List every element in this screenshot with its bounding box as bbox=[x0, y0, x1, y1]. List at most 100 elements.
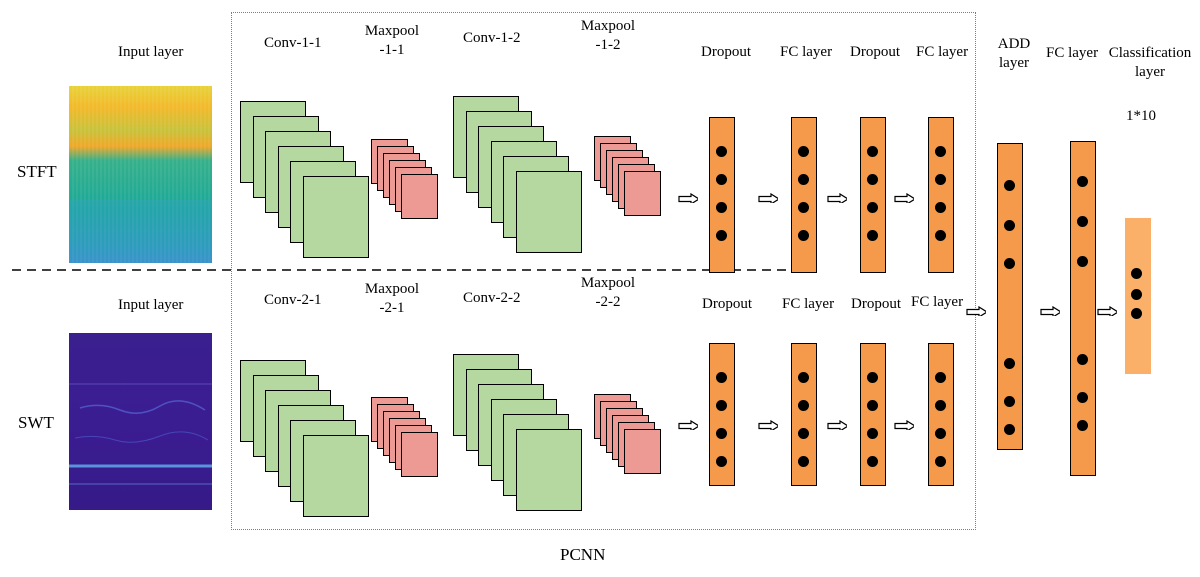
fc-4-column-neuron-3 bbox=[935, 428, 946, 439]
classification-column-neuron-3 bbox=[1131, 308, 1142, 319]
dropout-3-label: Dropout bbox=[702, 296, 752, 312]
dropout-3-column-neuron-3 bbox=[716, 428, 727, 439]
fc-merge-column-neuron-6 bbox=[1077, 420, 1088, 431]
dropout-1-column-neuron-2 bbox=[716, 174, 727, 185]
arrow-to-dropout-2 bbox=[827, 193, 847, 203]
maxpool-2-2-label: Maxpool -2-2 bbox=[580, 275, 636, 310]
dropout-1-column-neuron-1 bbox=[716, 146, 727, 157]
maxpool-2-1-label: Maxpool -2-1 bbox=[364, 281, 420, 316]
dropout-3-column bbox=[709, 343, 735, 486]
dropout-2-column-neuron-4 bbox=[867, 230, 878, 241]
add-layer-column-neuron-4 bbox=[1004, 358, 1015, 369]
dropout-3-column-neuron-1 bbox=[716, 372, 727, 383]
fc-3-column bbox=[791, 343, 817, 486]
fc-4-column-neuron-4 bbox=[935, 456, 946, 467]
fc-merge-column-neuron-4 bbox=[1077, 354, 1088, 365]
fc-4-column-neuron-2 bbox=[935, 400, 946, 411]
fc-2-column-neuron-2 bbox=[935, 174, 946, 185]
add-layer-column-neuron-1 bbox=[1004, 180, 1015, 191]
dropout-4-column-neuron-1 bbox=[867, 372, 878, 383]
dropout-2-column-neuron-3 bbox=[867, 202, 878, 213]
fc-2-label: FC layer bbox=[916, 44, 969, 60]
arrow-to-dropout-3 bbox=[678, 420, 698, 430]
fc-1-column-neuron-2 bbox=[798, 174, 809, 185]
conv-1-2-map-6 bbox=[515, 171, 582, 253]
fc-4-column bbox=[928, 343, 954, 486]
fc-2-column-neuron-4 bbox=[935, 230, 946, 241]
arrow-to-classification bbox=[1097, 306, 1117, 316]
maxpool-1-1-label: Maxpool -1-1 bbox=[364, 23, 420, 58]
add-layer-column-neuron-5 bbox=[1004, 396, 1015, 407]
fc-1-column-neuron-1 bbox=[798, 146, 809, 157]
fc-3-column-neuron-3 bbox=[798, 428, 809, 439]
arrow-to-fc-3 bbox=[758, 420, 778, 430]
output-size-label: 1*10 bbox=[1126, 108, 1156, 124]
maxpool-2-2-map-6 bbox=[624, 429, 661, 474]
swt-scalogram bbox=[69, 333, 212, 510]
dropout-4-column-neuron-3 bbox=[867, 428, 878, 439]
dropout-1-column-neuron-4 bbox=[716, 230, 727, 241]
dropout-3-column-neuron-4 bbox=[716, 456, 727, 467]
classification-column-neuron-1 bbox=[1131, 268, 1142, 279]
pcnn-label: PCNN bbox=[560, 545, 606, 564]
fc-3-label: FC layer bbox=[782, 296, 835, 312]
maxpool-1-2-label: Maxpool -1-2 bbox=[580, 18, 636, 53]
maxpool-1-2-map-6 bbox=[624, 171, 661, 216]
fc-1-label: FC layer bbox=[780, 44, 833, 60]
fc-1-column-neuron-4 bbox=[798, 230, 809, 241]
stft-side-label: STFT bbox=[17, 162, 57, 181]
add-layer-label: ADD layer bbox=[997, 36, 1031, 71]
fc-3-column-neuron-2 bbox=[798, 400, 809, 411]
conv-2-1-label: Conv-2-1 bbox=[264, 292, 322, 308]
fc-1-column-neuron-3 bbox=[798, 202, 809, 213]
dropout-4-column-neuron-2 bbox=[867, 400, 878, 411]
dropout-4-label: Dropout bbox=[851, 296, 901, 312]
conv-1-1-label: Conv-1-1 bbox=[264, 35, 322, 51]
arrow-to-fc-2 bbox=[894, 193, 914, 203]
add-layer-column-neuron-2 bbox=[1004, 220, 1015, 231]
classification-column-neuron-2 bbox=[1131, 289, 1142, 300]
dropout-4-column-neuron-4 bbox=[867, 456, 878, 467]
dropout-2-label: Dropout bbox=[850, 44, 900, 60]
arrow-to-dropout-1 bbox=[678, 193, 698, 203]
dropout-1-label: Dropout bbox=[701, 44, 751, 60]
fc-2-column-neuron-3 bbox=[935, 202, 946, 213]
arrow-to-fc-1 bbox=[758, 193, 778, 203]
fc-merge-column-neuron-1 bbox=[1077, 176, 1088, 187]
fc-merge-column-neuron-3 bbox=[1077, 256, 1088, 267]
dropout-2-column-neuron-1 bbox=[867, 146, 878, 157]
fc-1-column bbox=[791, 117, 817, 273]
stft-input-label: Input layer bbox=[118, 44, 184, 60]
fc-merge-column-neuron-2 bbox=[1077, 216, 1088, 227]
swt-side-label: SWT bbox=[18, 413, 54, 432]
fc-2-column bbox=[928, 117, 954, 273]
conv-2-2-map-6 bbox=[515, 429, 582, 511]
dropout-2-column-neuron-2 bbox=[867, 174, 878, 185]
swt-input-label: Input layer bbox=[118, 297, 184, 313]
fc-merge-column bbox=[1070, 141, 1096, 476]
arrow-to-dropout-4 bbox=[827, 420, 847, 430]
maxpool-1-1-map-6 bbox=[401, 174, 438, 219]
conv-2-1-map-6 bbox=[302, 435, 369, 517]
arrow-to-add-layer bbox=[966, 306, 986, 316]
fc-merge-column-neuron-5 bbox=[1077, 392, 1088, 403]
arrow-to-fc-4 bbox=[894, 420, 914, 430]
maxpool-2-1-map-6 bbox=[401, 432, 438, 477]
dropout-2-column bbox=[860, 117, 886, 273]
classification-column bbox=[1125, 218, 1151, 374]
conv-2-2-label: Conv-2-2 bbox=[463, 290, 521, 306]
conv-1-1-map-6 bbox=[302, 176, 369, 258]
dropout-3-column-neuron-2 bbox=[716, 400, 727, 411]
add-layer-column-neuron-3 bbox=[1004, 258, 1015, 269]
dropout-1-column-neuron-3 bbox=[716, 202, 727, 213]
arrow-to-fc-merge bbox=[1040, 306, 1060, 316]
fc-2-column-neuron-1 bbox=[935, 146, 946, 157]
pcnn-boundary bbox=[231, 12, 976, 530]
fc-merge-label: FC layer bbox=[1046, 45, 1099, 61]
stft-spectrogram bbox=[69, 86, 212, 263]
add-layer-column-neuron-6 bbox=[1004, 424, 1015, 435]
dropout-4-column bbox=[860, 343, 886, 486]
fc-4-column-neuron-1 bbox=[935, 372, 946, 383]
conv-1-2-label: Conv-1-2 bbox=[463, 30, 521, 46]
